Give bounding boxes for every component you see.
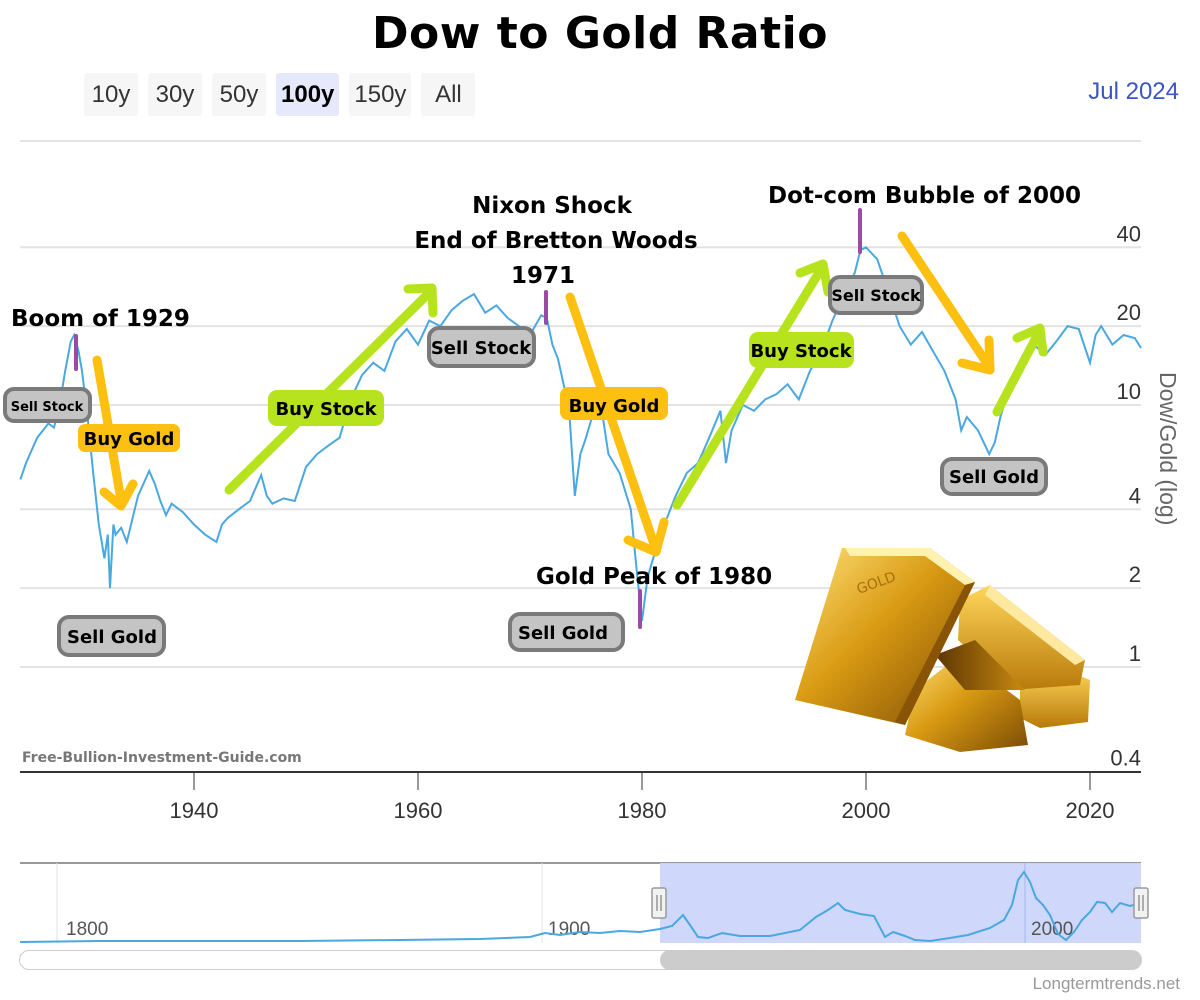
navigator-left-handle[interactable] <box>651 887 667 919</box>
svg-text:Sell Stock: Sell Stock <box>11 400 84 415</box>
arrowhead-icon <box>99 479 138 511</box>
x-tick-label: 2000 <box>842 798 891 823</box>
navigator[interactable]: 1800 1900 2000 <box>19 862 1149 943</box>
dow-gold-ratio-line <box>19 246 1142 622</box>
buy-stock-label-1940s: Buy Stock <box>268 390 384 426</box>
buy-gold-label-1971: Buy Gold <box>560 387 668 420</box>
buy-stock-label-1980s: Buy Stock <box>749 332 854 368</box>
svg-text:Sell Stock: Sell Stock <box>831 286 921 305</box>
x-tick-label: 1980 <box>618 798 667 823</box>
buy-gold-label-1929: Buy Gold <box>78 424 180 452</box>
sell-gold-badge-1980: Sell Gold <box>508 612 625 652</box>
gold-bars-image: GOLD <box>795 548 1090 752</box>
range-30y-button[interactable]: 30y <box>148 73 202 116</box>
navigator-right-handle[interactable] <box>1133 887 1149 919</box>
arrowhead-icon <box>403 283 438 318</box>
annotation-boom-1929: Boom of 1929 <box>11 306 190 332</box>
navigator-selected-range[interactable] <box>660 863 1141 943</box>
x-tick-label: 1940 <box>170 798 219 823</box>
arrowhead-icon <box>795 259 833 297</box>
range-10y-button[interactable]: 10y <box>84 73 138 116</box>
svg-text:Sell Gold: Sell Gold <box>949 467 1039 488</box>
annotation-nixon-line2: End of Bretton Woods <box>414 228 697 254</box>
svg-text:Buy Stock: Buy Stock <box>750 341 852 362</box>
y-tick-label: 2 <box>1129 562 1141 587</box>
arrow-down-icon <box>565 292 661 555</box>
y-tick-label: 1 <box>1129 641 1141 666</box>
svg-text:Buy Gold: Buy Gold <box>84 429 175 450</box>
svg-text:Sell Stock: Sell Stock <box>431 338 532 359</box>
range-50y-button[interactable]: 50y <box>212 73 266 116</box>
sell-gold-badge-1932: Sell Gold <box>57 615 166 657</box>
arrow-up-icon <box>672 261 828 510</box>
sell-stock-badge-2000: Sell Stock <box>828 275 924 315</box>
svg-text:Sell Gold: Sell Gold <box>67 627 157 648</box>
arrowhead-icon <box>623 517 669 557</box>
y-tick-label: 10 <box>1117 379 1141 404</box>
watermark: Free-Bullion-Investment-Guide.com <box>22 750 302 766</box>
y-tick-label: 40 <box>1117 221 1141 246</box>
arrow-down-icon <box>897 231 995 373</box>
y-axis-labels: 0.4 1 2 4 10 20 40 <box>1110 221 1141 770</box>
annotation-dotcom-2000: Dot-com Bubble of 2000 <box>768 183 1081 209</box>
range-all-button[interactable]: All <box>421 73 476 116</box>
y-tick-label: 4 <box>1129 483 1141 508</box>
navigator-label-1900: 1900 <box>548 919 590 940</box>
annotation-nixon-line1: Nixon Shock <box>472 193 633 219</box>
chart-title: Dow to Gold Ratio <box>372 8 828 59</box>
x-axis-labels: 1940 1960 1980 2000 2020 <box>170 772 1115 823</box>
sell-gold-badge-2011: Sell Gold <box>940 457 1048 496</box>
arrowhead-icon <box>1012 323 1048 357</box>
event-markers <box>74 208 862 629</box>
x-tick-label: 2020 <box>1066 798 1115 823</box>
svg-text:Sell Gold: Sell Gold <box>518 623 608 644</box>
svg-text:Buy Stock: Buy Stock <box>275 399 377 420</box>
y-tick-label: 20 <box>1117 300 1141 325</box>
annotation-gold-peak-1980: Gold Peak of 1980 <box>536 564 772 590</box>
range-selector: 10y 30y 50y 100y 150y All <box>84 73 476 116</box>
current-date: Jul 2024 <box>1088 78 1179 105</box>
sell-stock-badge-1966: Sell Stock <box>427 326 536 368</box>
annotation-nixon-line3: 1971 <box>511 263 575 289</box>
scrollbar-thumb[interactable] <box>660 950 1142 970</box>
x-tick-label: 1960 <box>394 798 443 823</box>
arrow-up-icon <box>992 325 1045 417</box>
navigator-series-line <box>19 870 1142 943</box>
navigator-label-1800: 1800 <box>66 919 108 940</box>
y-axis-title: Dow/Gold (log) <box>1155 372 1181 525</box>
svg-text:Buy Gold: Buy Gold <box>569 396 660 417</box>
arrowhead-icon <box>957 335 995 375</box>
source-credit: Longtermtrends.net <box>1032 974 1180 993</box>
y-tick-label: 0.4 <box>1110 745 1141 770</box>
range-100y-button[interactable]: 100y <box>276 73 340 116</box>
sell-stock-badge-1929: Sell Stock <box>3 387 92 423</box>
range-150y-button[interactable]: 150y <box>349 73 412 116</box>
navigator-label-2000: 2000 <box>1031 919 1073 940</box>
